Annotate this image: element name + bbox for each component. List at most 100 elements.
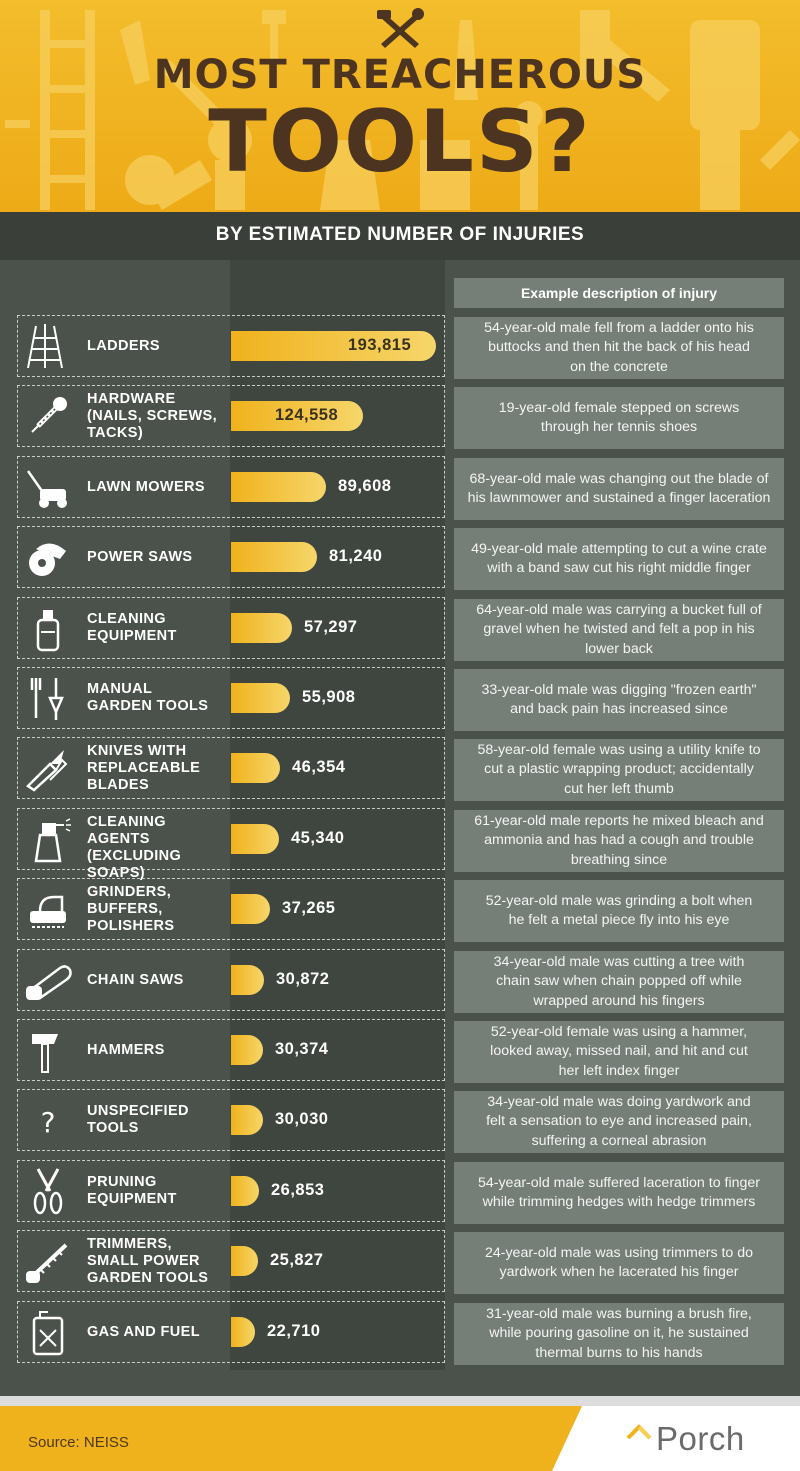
category-label-line: BLADES [87,776,150,793]
category-label: PRUNING EQUIPMENT [87,1174,227,1208]
injury-description-line: 19-year-old female stepped on screws [498,399,740,416]
description-column-header: Example description of injury [454,278,784,308]
chart-row [17,597,445,659]
category-label: KNIVES WITH REPLACEABLE BLADES [87,743,227,794]
category-label: GAS AND FUEL [87,1324,227,1341]
injury-description-text: 31-year-old male was burning a brush fir… [486,1305,752,1364]
chart-row [17,667,445,729]
category-label: TRIMMERS, SMALL POWER GARDEN TOOLS [87,1236,227,1287]
bar-value-label: 22,710 [267,1322,321,1340]
category-label: LADDERS [87,338,227,355]
screw-icon [20,388,76,444]
bar [231,965,264,995]
bar-value-label: 46,354 [292,758,346,776]
injury-description-line: 61-year-old male reports he mixed bleach… [474,812,764,829]
crossed-tools-icon [377,8,424,48]
header: MOST TREACHEROUS TOOLS? [0,0,800,250]
category-label: LAWN MOWERS [87,479,227,496]
bar [231,894,270,924]
injury-description-line: ammonia and has had a cough and trouble [484,832,754,849]
bar [231,331,436,361]
injury-description-line: while trimming hedges with hedge trimmer… [482,1194,756,1210]
title-line-1: MOST TREACHEROUS [153,52,647,98]
bar-value-label: 124,558 [275,406,339,424]
injury-description-text: 61-year-old male reports he mixed bleach… [474,812,763,871]
injury-description: 54-year-old male suffered laceration to … [454,1162,784,1224]
injury-description-text: 34-year-old male was cutting a tree with… [494,953,745,1012]
bar-value-label: 25,827 [270,1251,324,1269]
category-label-line: PRUNING [87,1174,157,1190]
injury-description-line: her left index finger [558,1062,680,1079]
injury-description-line: 64-year-old male was carrying a bucket f… [476,601,762,618]
category-label: HARDWARE (NAILS, SCREWS, TACKS) [87,391,227,442]
bar [231,1176,259,1206]
bar-value-label: 57,297 [304,618,358,636]
injury-description-text: 33-year-old male was digging "frozen ear… [481,681,756,720]
injury-description: 34-year-old male was doing yardwork and f… [454,1091,784,1153]
bar-value-label: 26,853 [271,1181,325,1199]
chart-row [17,737,445,799]
category-label-line: GARDEN TOOLS [87,698,209,714]
category-label-line: CHAIN SAWS [87,971,184,988]
injury-description-line: 52-year-old male was grinding a bolt whe… [485,892,753,909]
garden-tools-icon [20,670,76,726]
footer-slant [552,1406,800,1471]
bar [231,1105,263,1135]
injury-description: 31-year-old male was burning a brush fir… [454,1303,784,1365]
bar [231,542,317,572]
bar [231,1246,258,1276]
injury-description-line: looked away, missed nail, and hit and cu… [490,1043,748,1060]
category-label-line: KNIVES WITH [87,742,187,759]
chart-row [17,1019,445,1081]
injury-description-line: while pouring gasoline on it, he sustain… [489,1325,749,1342]
sander-icon [20,881,76,937]
chart-row [17,1301,445,1363]
injury-description-line: 34-year-old male was doing yardwork and [487,1093,751,1110]
category-label-line: LAWN MOWERS [87,478,205,495]
injury-description-text: 34-year-old male was doing yardwork and f… [486,1093,752,1152]
tool-silhouettes-background [0,0,800,250]
chart-row [17,1089,445,1151]
injury-description-text: 49-year-old male attempting to cut a win… [471,540,767,579]
chart-row [17,526,445,588]
subtitle: BY ESTIMATED NUMBER OF INJURIES [215,224,585,245]
injury-description: 52-year-old male was grinding a bolt whe… [454,880,784,942]
chart-row [17,1160,445,1222]
cleaning-bottle-icon [20,600,76,656]
category-label-line: GARDEN TOOLS [87,1269,209,1286]
porch-logo-icon [626,1424,652,1440]
injury-description-text: 54-year-old male suffered laceration to … [478,1174,760,1213]
injury-description: 52-year-old female was using a hammer, lo… [454,1021,784,1083]
category-label-line: GAS AND FUEL [87,1323,201,1340]
injury-description-line: 52-year-old female was using a hammer, [490,1023,748,1040]
injury-description-line: lower back [585,640,653,657]
injury-description-line: 24-year-old male was using trimmers to d… [484,1244,754,1261]
category-label-line: UNSPECIFIED [87,1103,189,1119]
category-label-line: SOAPS) [87,864,145,881]
chart-row [17,315,445,377]
injury-description-text: 52-year-old female was using a hammer, lo… [490,1023,748,1082]
category-label-line: SMALL POWER [87,1252,200,1269]
injury-description-text: 68-year-old male was changing out the bl… [468,470,771,509]
injury-description-text: 24-year-old male was using trimmers to d… [485,1244,753,1283]
chart-axis-band [230,260,445,1370]
subtitle-band [0,212,800,260]
category-label-line: TOOLS [87,1120,139,1136]
injury-description: 49-year-old male attempting to cut a win… [454,528,784,590]
porch-brand[interactable]: Porch [656,1420,745,1457]
power-saw-icon [20,529,76,585]
bar [231,753,280,783]
bar-value-label: 30,030 [275,1110,329,1128]
category-label: HAMMERS [87,1042,227,1059]
question-mark-icon: ? [20,1092,76,1148]
injury-description-line: suffering a corneal abrasion [531,1132,707,1149]
injury-description-line: 49-year-old male attempting to cut a win… [471,540,767,557]
title-line-2: TOOLS? [208,92,592,192]
category-label-line: TRIMMERS, [87,1235,172,1252]
injury-description-line: breathing since [570,851,668,868]
bar [231,1035,263,1065]
category-label-line: HAMMERS [87,1041,165,1058]
injury-description-line: he felt a metal piece fly into his eye [508,912,730,928]
injury-description: 19-year-old female stepped on screws thro… [454,387,784,449]
